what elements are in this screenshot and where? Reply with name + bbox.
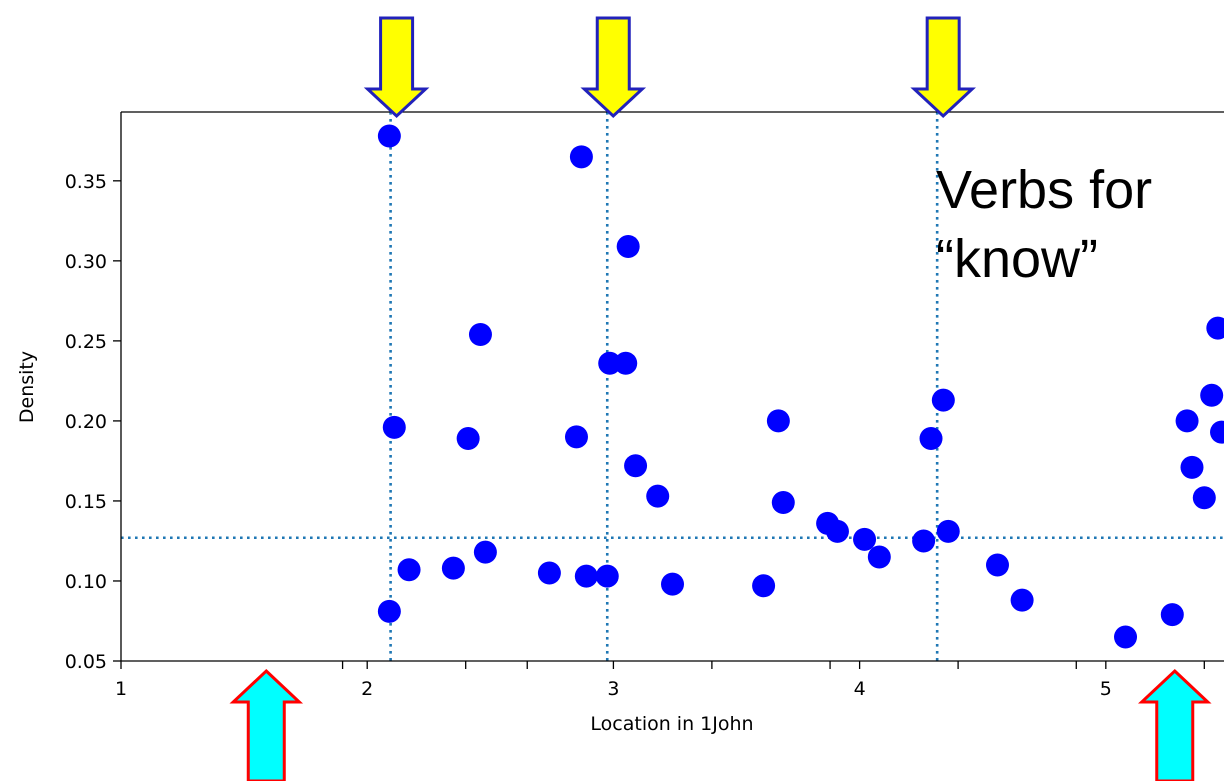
- data-point-2: [377, 599, 401, 623]
- data-point-6: [468, 322, 492, 346]
- x-tick-label-3: 4: [854, 678, 866, 700]
- y-tick-label-5: 0.30: [65, 251, 107, 273]
- data-point-17: [646, 484, 670, 508]
- data-point-4: [441, 556, 465, 580]
- data-point-10: [569, 145, 593, 169]
- y-tick-label-6: 0.35: [65, 171, 107, 193]
- annotation-line-2: “know”: [936, 229, 1098, 289]
- x-tick-label-4: 5: [1100, 678, 1112, 700]
- x-tick-label-1: 2: [361, 678, 373, 700]
- data-point-33: [1160, 603, 1184, 627]
- y-tick-label-3: 0.20: [65, 411, 107, 433]
- data-point-12: [595, 564, 619, 588]
- data-point-8: [537, 561, 561, 585]
- y-tick-label-1: 0.10: [65, 571, 107, 593]
- x-tick-label-2: 3: [607, 678, 619, 700]
- data-point-28: [931, 388, 955, 412]
- data-point-37: [1200, 383, 1224, 407]
- y-tick-label-2: 0.15: [65, 491, 107, 513]
- data-point-15: [616, 234, 640, 258]
- data-point-1: [382, 415, 406, 439]
- bottom-arrow-0: [229, 668, 304, 781]
- top-arrow-1: [580, 16, 647, 119]
- data-point-36: [1192, 486, 1216, 510]
- axes: [120, 111, 1224, 662]
- y-ticks: 0.05 0.10 0.15 0.20 0.25 0.30 0.35: [65, 171, 121, 673]
- data-point-14: [614, 351, 638, 375]
- data-point-39: [1210, 420, 1224, 444]
- data-point-38: [1206, 316, 1224, 340]
- x-tick-label-0: 1: [115, 678, 127, 700]
- data-point-30: [985, 553, 1009, 577]
- data-point-24: [853, 527, 877, 551]
- data-point-13: [598, 351, 622, 375]
- data-point-5: [456, 427, 480, 451]
- data-point-31: [1010, 588, 1034, 612]
- highlight-arrows: [229, 16, 1212, 781]
- data-point-27: [919, 427, 943, 451]
- y-tick-label-0: 0.05: [65, 651, 107, 673]
- data-points: [377, 124, 1224, 649]
- annotation-line-1: Verbs for: [936, 160, 1152, 220]
- data-point-35: [1180, 455, 1204, 479]
- y-axis-label: Density: [16, 351, 38, 423]
- top-arrow-0: [363, 16, 430, 119]
- data-point-3: [397, 558, 421, 582]
- data-point-23: [825, 519, 849, 543]
- data-point-26: [912, 529, 936, 553]
- data-point-34: [1175, 409, 1199, 433]
- data-point-20: [766, 409, 790, 433]
- data-point-0: [377, 124, 401, 148]
- data-point-7: [473, 540, 497, 564]
- data-point-21: [771, 491, 795, 515]
- data-point-9: [564, 425, 588, 449]
- data-point-29: [936, 519, 960, 543]
- top-arrow-2: [910, 16, 976, 119]
- x-axis-label: Location in 1John: [590, 713, 753, 735]
- data-point-11: [574, 564, 598, 588]
- x-ticks: 1 2 3 4 5: [115, 661, 1205, 700]
- data-point-18: [661, 572, 684, 596]
- data-point-25: [867, 545, 891, 569]
- data-point-16: [624, 454, 648, 478]
- data-point-19: [752, 574, 776, 598]
- bottom-arrow-1: [1137, 668, 1212, 781]
- data-point-32: [1114, 625, 1138, 649]
- y-tick-label-4: 0.25: [65, 331, 107, 353]
